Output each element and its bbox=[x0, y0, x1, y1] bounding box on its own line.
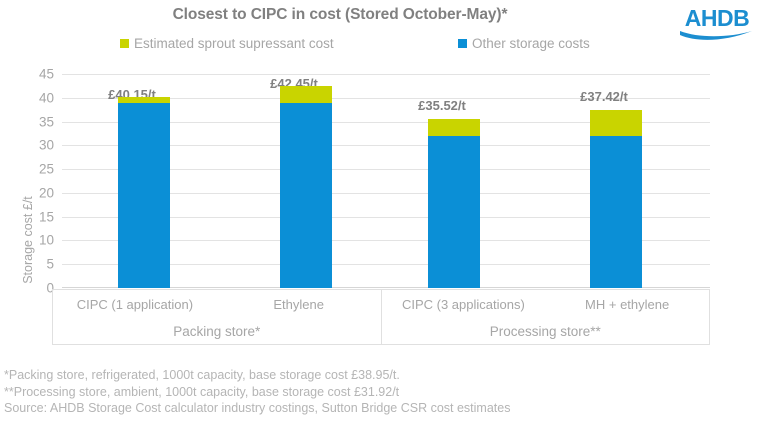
plot-area: £40.15/t £42.45/t £35.52/t £37.42/t bbox=[62, 74, 710, 288]
footnotes: *Packing store, refrigerated, 1000t capa… bbox=[4, 367, 760, 417]
y-axis-ticks: 45 40 35 30 25 20 15 10 5 0 Storage cost… bbox=[10, 67, 54, 296]
x-axis-group-processing-store: CIPC (3 applications) MH + ethylene Proc… bbox=[380, 290, 710, 344]
legend-label-supressant: Estimated sprout supressant cost bbox=[134, 36, 334, 51]
legend-label-other-storage: Other storage costs bbox=[472, 36, 590, 51]
gridline-20 bbox=[62, 192, 710, 194]
y-tick-15: 15 bbox=[38, 209, 54, 225]
y-tick-45: 45 bbox=[38, 66, 54, 82]
gridline-25 bbox=[62, 169, 710, 171]
gridline-35 bbox=[62, 121, 710, 123]
x-axis-group-packing-store: CIPC (1 application) Ethylene Packing st… bbox=[53, 290, 381, 344]
axis-baseline bbox=[62, 287, 710, 288]
bar-segment-other-storage[interactable] bbox=[590, 136, 642, 288]
x-category-label-mh-plus-ethylene: MH + ethylene bbox=[585, 296, 670, 312]
x-axis: CIPC (1 application) Ethylene Packing st… bbox=[52, 289, 710, 345]
y-tick-5: 5 bbox=[46, 256, 54, 272]
bar-segment-other-storage[interactable] bbox=[280, 102, 332, 288]
gridline-45 bbox=[62, 74, 710, 75]
chart-title: Closest to CIPC in cost (Stored October-… bbox=[172, 6, 508, 23]
chart-legend: Estimated sprout supressant cost Other s… bbox=[120, 36, 640, 56]
legend-item-supressant[interactable]: Estimated sprout supressant cost bbox=[120, 36, 334, 51]
legend-swatch-other-storage bbox=[458, 39, 467, 48]
footnote-processing-store: **Processing store, ambient, 1000t capac… bbox=[4, 384, 400, 399]
bar-segment-other-storage[interactable] bbox=[118, 102, 170, 288]
y-tick-20: 20 bbox=[38, 185, 54, 201]
gridline-30 bbox=[62, 145, 710, 147]
y-axis-title: Storage cost £/t bbox=[21, 196, 35, 284]
gridline-15 bbox=[62, 216, 710, 218]
y-tick-25: 25 bbox=[38, 161, 54, 177]
footnote-packing-store: *Packing store, refrigerated, 1000t capa… bbox=[4, 368, 400, 382]
footnote-source: Source: AHDB Storage Cost calculator ind… bbox=[4, 401, 511, 415]
gridline-5 bbox=[62, 264, 710, 266]
x-group-label-packing-store: Packing store* bbox=[173, 323, 261, 339]
bar-mh-plus-ethylene[interactable] bbox=[590, 110, 642, 288]
ahdb-logo: AHDB bbox=[678, 4, 756, 44]
y-tick-30: 30 bbox=[38, 137, 54, 153]
bar-segment-supressant[interactable] bbox=[428, 119, 480, 137]
bar-segment-supressant[interactable] bbox=[590, 110, 642, 137]
bar-ethylene[interactable] bbox=[280, 86, 332, 288]
x-group-label-processing-store: Processing store** bbox=[489, 323, 601, 339]
gridline-40 bbox=[62, 97, 710, 99]
bar-value-label-4: £37.42/t bbox=[580, 89, 628, 104]
bar-segment-other-storage[interactable] bbox=[428, 136, 480, 288]
x-category-label-cipc-3-applications: CIPC (3 applications) bbox=[401, 296, 525, 312]
y-tick-35: 35 bbox=[38, 114, 54, 130]
svg-text:AHDB: AHDB bbox=[685, 5, 749, 31]
y-tick-40: 40 bbox=[38, 90, 54, 106]
y-tick-0: 0 bbox=[46, 280, 54, 296]
bar-value-label-3: £35.52/t bbox=[418, 98, 466, 113]
bar-cipc-3-applications[interactable] bbox=[428, 119, 480, 288]
x-category-label-cipc-1-application: CIPC (1 application) bbox=[76, 296, 194, 312]
legend-item-other-storage[interactable]: Other storage costs bbox=[458, 36, 590, 51]
legend-swatch-supressant bbox=[120, 39, 129, 48]
bar-segment-supressant[interactable] bbox=[118, 97, 170, 103]
bar-segment-supressant[interactable] bbox=[280, 86, 332, 103]
bar-cipc-1-application[interactable] bbox=[118, 97, 170, 288]
gridline-10 bbox=[62, 240, 710, 242]
x-category-label-ethylene: Ethylene bbox=[273, 296, 324, 312]
y-tick-10: 10 bbox=[38, 232, 54, 248]
